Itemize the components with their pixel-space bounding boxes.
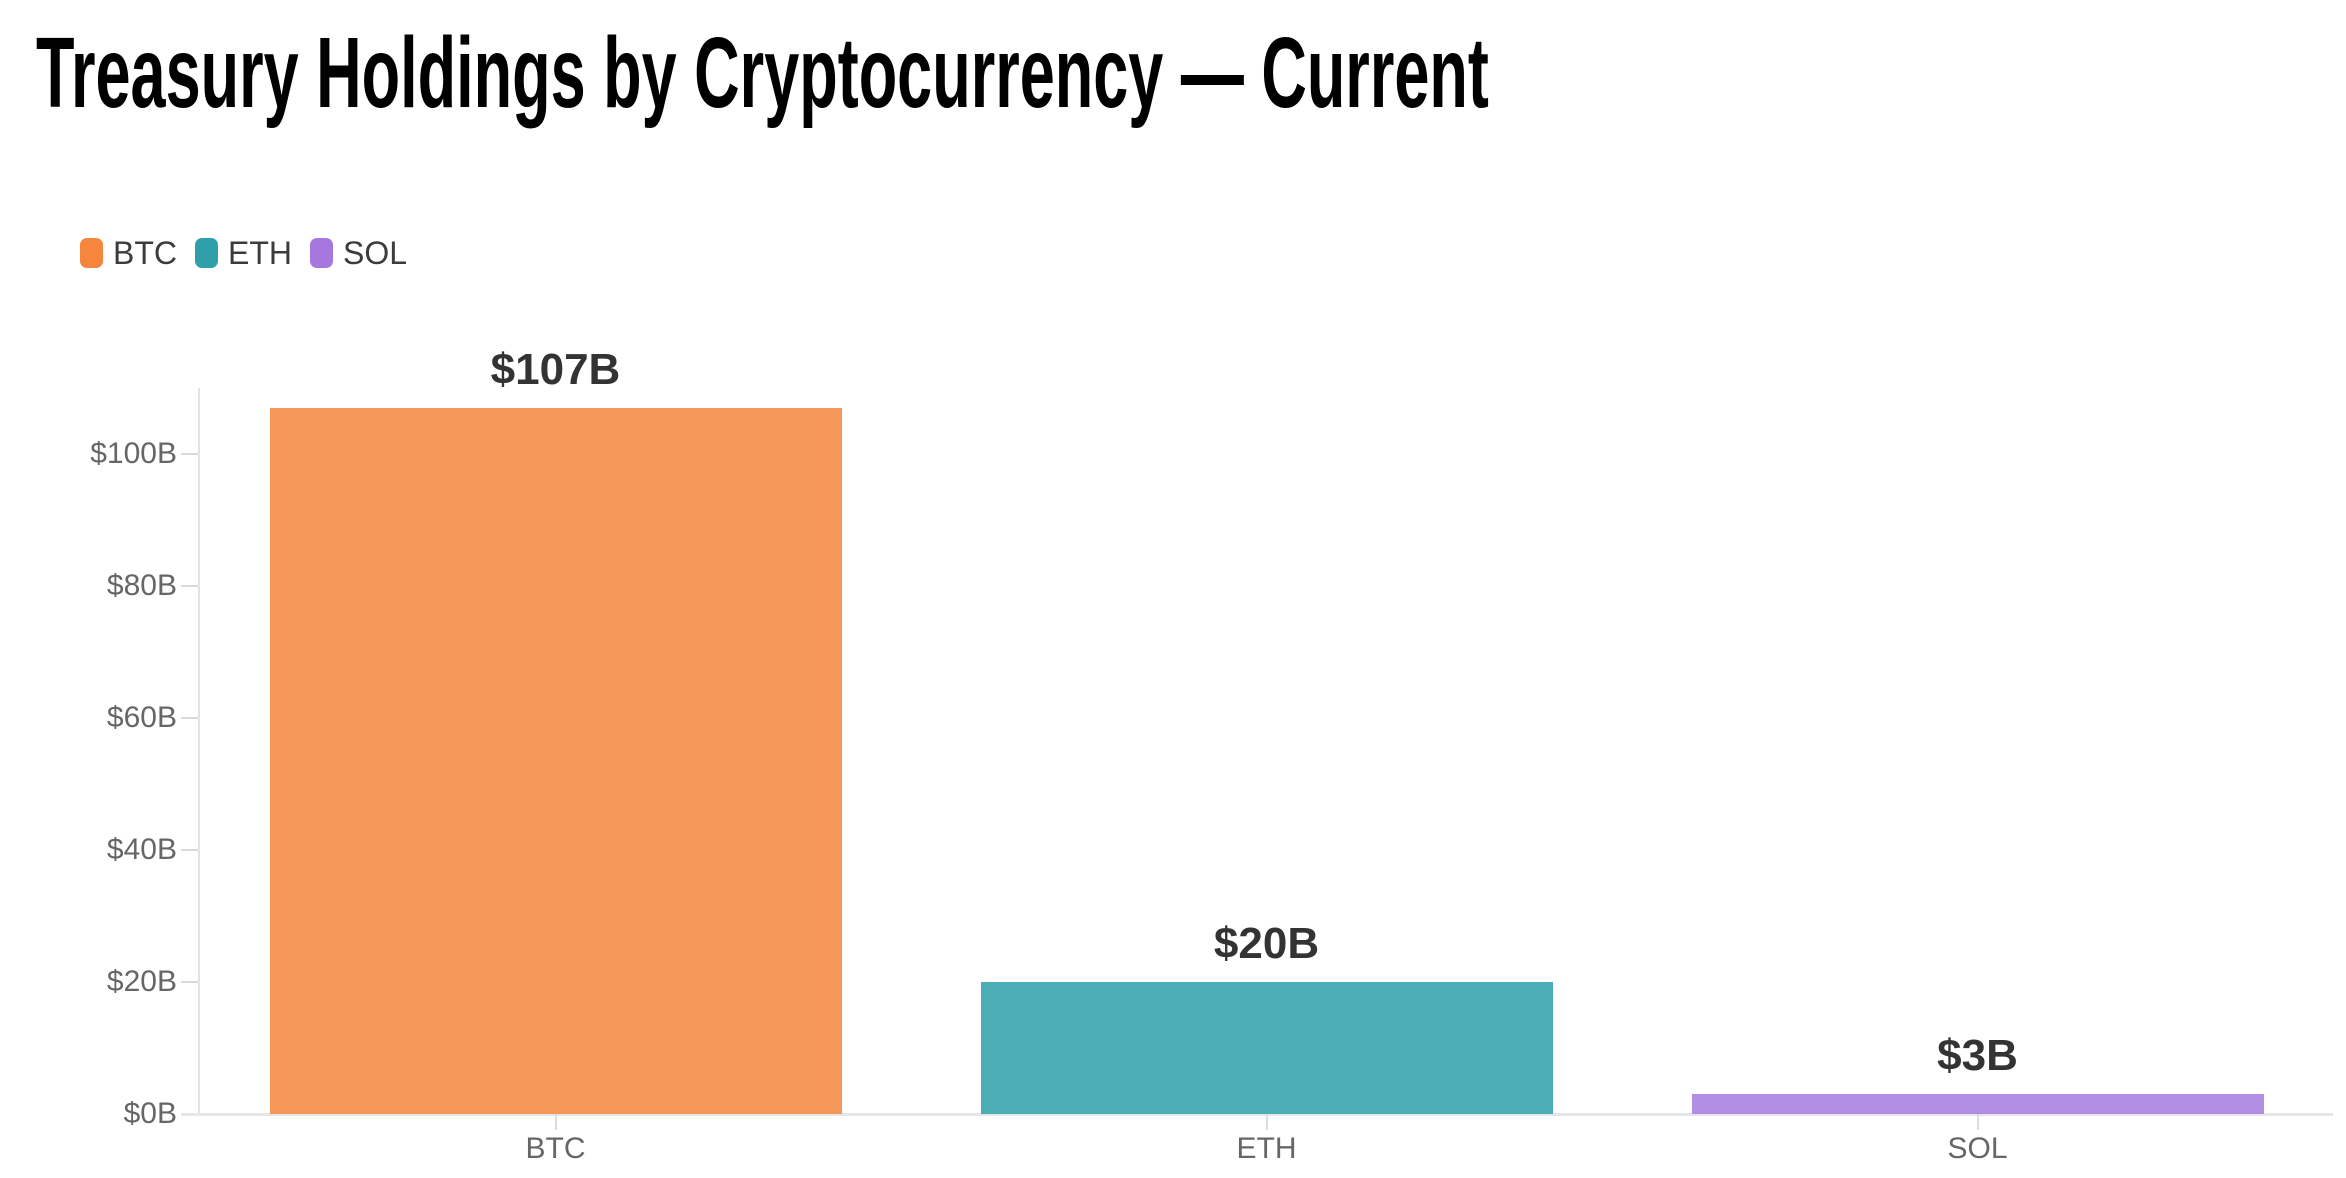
chart-title: Treasury Holdings by Cryptocurrency — Cu… — [36, 17, 1489, 129]
x-axis-tick-sol — [1976, 1114, 1979, 1130]
y-axis-line — [198, 388, 200, 1114]
legend: BTC ETH SOL — [80, 235, 408, 271]
x-axis-label-sol: SOL — [1947, 1132, 2008, 1165]
bar-sol[interactable] — [1691, 1094, 2264, 1114]
y-axis-label-20: $20B — [106, 965, 177, 998]
bar-eth[interactable] — [980, 982, 1553, 1114]
y-axis-label-40: $40B — [106, 833, 177, 866]
legend-label-eth: ETH — [228, 235, 292, 271]
y-axis-label-100: $100B — [90, 437, 177, 470]
legend-label-sol: SOL — [343, 235, 408, 271]
y-axis-label-80: $80B — [106, 569, 177, 602]
y-axis-label-60: $60B — [106, 701, 177, 734]
y-axis-tick-60 — [181, 717, 198, 719]
legend-swatch-icon-sol — [310, 238, 333, 268]
bar-btc[interactable] — [269, 407, 842, 1114]
legend-label-btc: BTC — [113, 235, 177, 271]
bar-value-label-sol: $3B — [1937, 1031, 2018, 1081]
y-axis-tick-80 — [181, 585, 198, 587]
legend-swatch-icon-eth — [195, 238, 218, 268]
x-axis-label-eth: ETH — [1236, 1132, 1297, 1165]
bar-value-label-btc: $107B — [490, 344, 621, 394]
x-axis-line — [181, 1113, 2333, 1116]
y-axis-tick-100 — [181, 453, 198, 455]
x-axis-tick-eth — [1265, 1114, 1268, 1130]
y-axis-label-0: $0B — [123, 1097, 177, 1130]
x-axis-tick-btc — [554, 1114, 557, 1130]
legend-item-sol[interactable]: SOL — [310, 235, 408, 271]
x-axis-label-btc: BTC — [525, 1132, 586, 1165]
y-axis-tick-20 — [181, 981, 198, 983]
bar-value-label-eth: $20B — [1213, 919, 1320, 968]
legend-item-btc[interactable]: BTC — [80, 235, 177, 271]
y-axis-tick-40 — [181, 849, 198, 851]
legend-item-eth[interactable]: ETH — [195, 235, 292, 271]
legend-swatch-icon-btc — [80, 238, 103, 268]
